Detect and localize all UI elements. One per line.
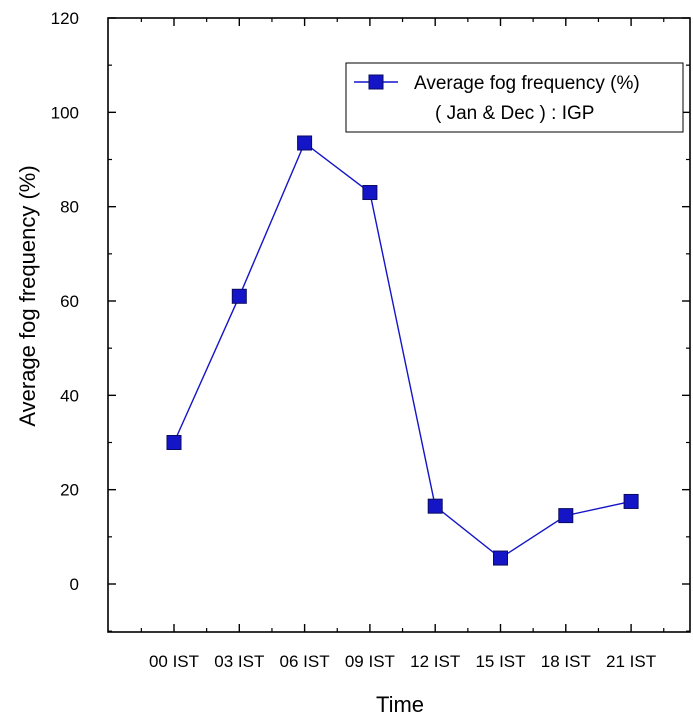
- data-point-18-ist: [558, 508, 574, 524]
- y-tick-label-100: 100: [51, 103, 79, 122]
- data-point-15-ist: [493, 550, 508, 566]
- legend-box: [345, 62, 684, 133]
- series-line: [173, 141, 632, 559]
- legend: Average fog frequency (%) ( Jan & Dec ) …: [345, 62, 684, 133]
- x-axis-title: Time: [376, 692, 424, 717]
- x-tick-label: 21 IST: [606, 652, 656, 671]
- y-axis-ticks: 0 20 40 60 80 100 120: [51, 9, 690, 632]
- data-point-12-ist: [427, 498, 443, 514]
- data-point-21-ist: [623, 493, 639, 509]
- y-tick-label-20: 20: [60, 481, 79, 500]
- x-tick-label: 03 IST: [214, 652, 264, 671]
- y-tick-label-60: 60: [60, 292, 79, 311]
- x-tick-label: 09 IST: [345, 652, 395, 671]
- plot-frame: [107, 17, 691, 633]
- x-axis-ticks: 00 IST 03 IST 06 IST 09 IST 12 IST 15 IST 18 I…: [140, 18, 665, 671]
- y-tick-label-0: 0: [70, 575, 79, 594]
- x-tick-label: 06 IST: [280, 652, 330, 671]
- y-tick-label-40: 40: [60, 386, 79, 405]
- x-tick-label: 12 IST: [410, 652, 460, 671]
- y-tick-label-120: 120: [51, 9, 79, 28]
- series-average-fog-frequency: [166, 135, 639, 566]
- data-point-06-ist: [297, 135, 313, 151]
- legend-label-line1: Average fog frequency (%): [414, 73, 640, 94]
- x-tick-label: 18 IST: [541, 652, 591, 671]
- data-point-09-ist: [362, 185, 378, 201]
- y-axis-title: Average fog frequency (%): [15, 165, 40, 426]
- legend-label-line2: ( Jan & Dec ) : IGP: [435, 103, 594, 124]
- data-point-00-ist: [166, 435, 182, 450]
- y-tick-label-80: 80: [60, 198, 79, 217]
- data-point-03-ist: [231, 288, 247, 304]
- x-tick-label: 00 IST: [149, 652, 199, 671]
- legend-marker: [368, 74, 384, 90]
- x-tick-label: 15 IST: [475, 652, 525, 671]
